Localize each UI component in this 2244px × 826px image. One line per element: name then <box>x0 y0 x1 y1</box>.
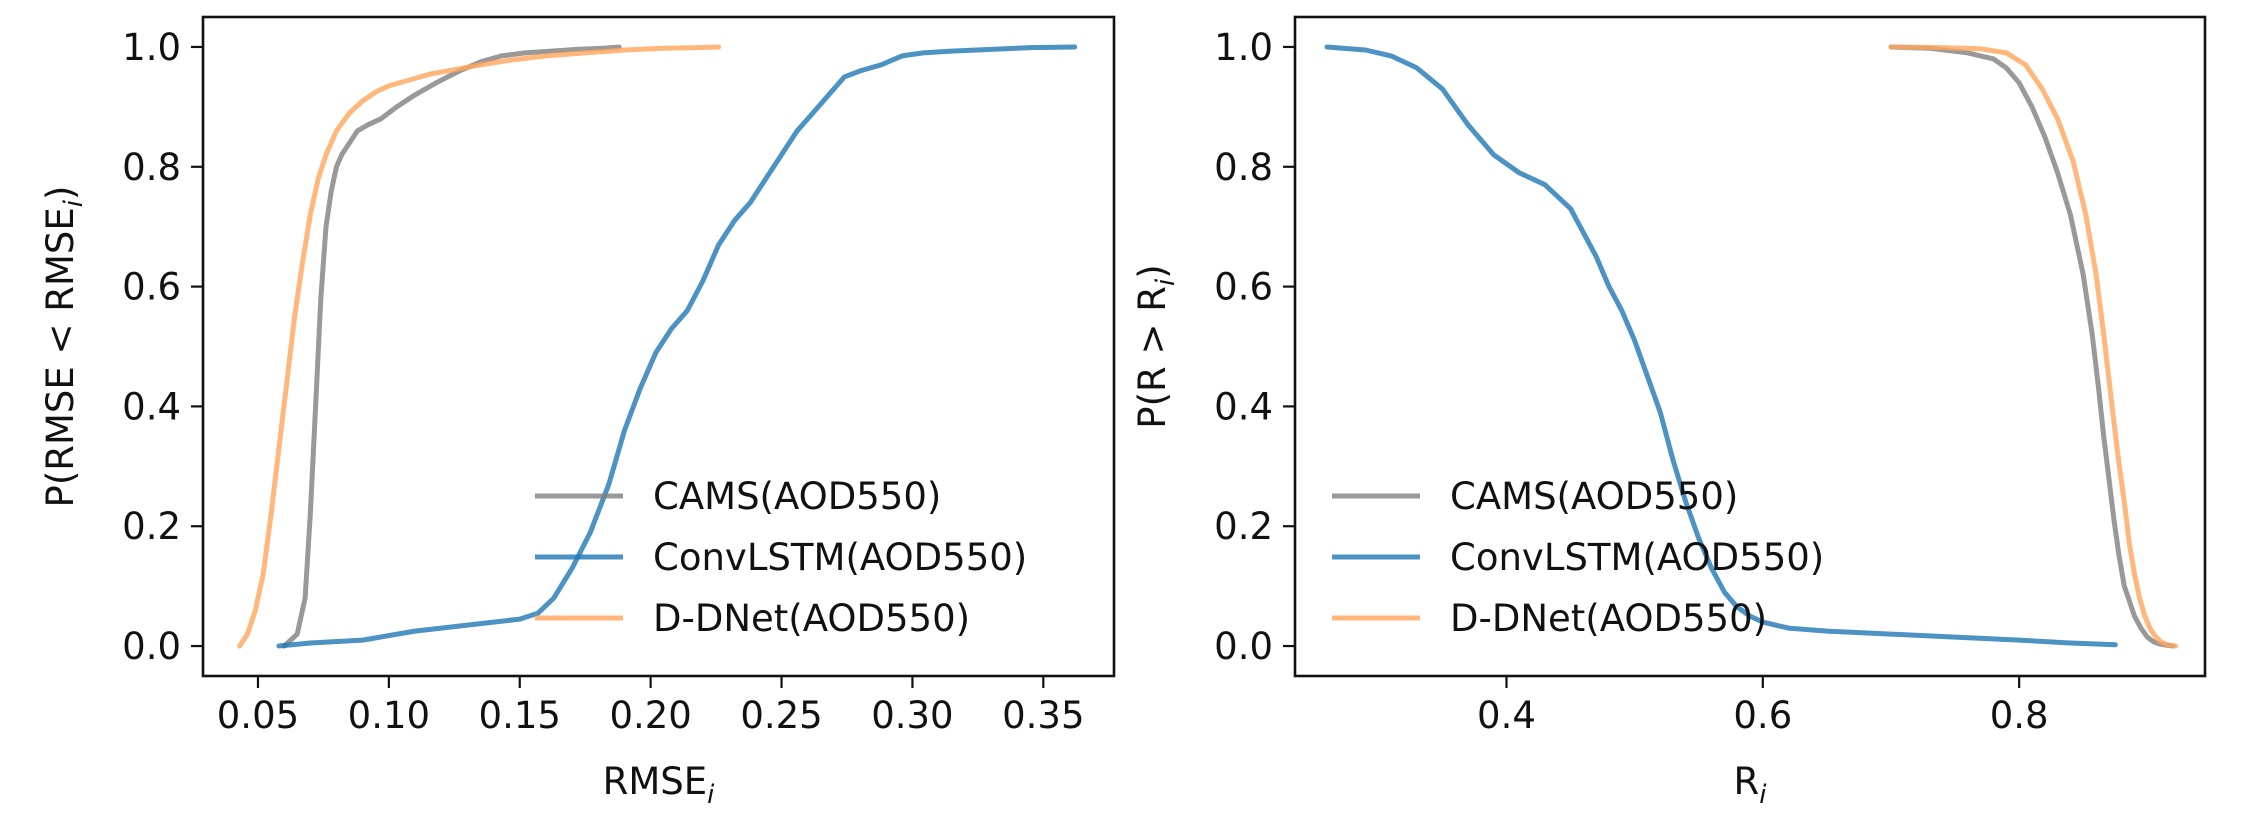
x-tick-label: 0.10 <box>348 694 430 737</box>
y-axis-label-subscript: i <box>1151 278 1181 286</box>
legend-label: D-DNet(AOD550) <box>1450 597 1767 640</box>
x-tick-label: 0.25 <box>740 694 822 737</box>
y-axis-label-main: P(RMSE < RMSE <box>39 207 82 507</box>
series-line-3 <box>1888 44 2178 649</box>
x-axis-label: RMSEi <box>603 760 716 810</box>
series-line-2 <box>1324 44 2118 648</box>
legend-label: ConvLSTM(AOD550) <box>653 536 1027 579</box>
x-tick-label: 0.05 <box>217 694 299 737</box>
y-tick-label: 0.8 <box>122 146 181 189</box>
x-axis-label-subscript: i <box>707 780 715 810</box>
y-tick-label: 0.4 <box>1214 385 1273 428</box>
y-axis-label-close: ) <box>1131 264 1174 278</box>
y-axis-label: P(R > Ri) <box>1131 264 1181 428</box>
y-tick-label: 0.0 <box>122 625 181 668</box>
y-tick-label: 0.6 <box>1214 266 1273 309</box>
y-tick-label: 0.2 <box>1214 505 1273 548</box>
y-tick-label: 0.2 <box>122 505 181 548</box>
plot-frame <box>1293 15 2207 678</box>
x-tick-label: 0.20 <box>609 694 691 737</box>
x-tick-label: 0.30 <box>871 694 953 737</box>
y-axis-label-close: ) <box>39 186 82 200</box>
y-axis-label-subscript: i <box>59 199 89 207</box>
y-axis-label-main: P(R > R <box>1131 286 1174 429</box>
plot-frame <box>201 15 1116 678</box>
y-tick-label: 0.6 <box>122 266 181 309</box>
legend-label: ConvLSTM(AOD550) <box>1450 536 1824 579</box>
series-line-1 <box>281 44 622 649</box>
y-axis-label: P(RMSE < RMSEi) <box>39 186 89 508</box>
x-axis-label-subscript: i <box>1759 780 1767 810</box>
y-tick-label: 1.0 <box>1214 26 1273 69</box>
x-tick-label: 0.8 <box>1990 694 2049 737</box>
y-tick-label: 0.0 <box>1214 625 1273 668</box>
x-tick-label: 0.15 <box>479 694 561 737</box>
chart-panel-1: 0.05 0.10 0.15 0.20 0.25 0.30 0.35 0.0 0.2 0.4 0.6… <box>39 15 1116 810</box>
x-tick-label: 0.6 <box>1733 694 1792 737</box>
legend: CAMS(AOD550) ConvLSTM(AOD550) D-DNet(AOD55… <box>535 475 1027 640</box>
y-tick-label: 0.8 <box>1214 146 1273 189</box>
legend-label: CAMS(AOD550) <box>653 475 941 518</box>
x-axis-label-main: RMSE <box>603 760 708 803</box>
x-axis-label: Ri <box>1734 760 1768 810</box>
legend-label: CAMS(AOD550) <box>1450 475 1738 518</box>
y-tick-label: 0.4 <box>122 385 181 428</box>
y-tick-label: 1.0 <box>122 26 181 69</box>
legend-label: D-DNet(AOD550) <box>653 597 970 640</box>
x-tick-label: 0.4 <box>1477 694 1536 737</box>
x-tick-label: 0.35 <box>1002 694 1084 737</box>
x-axis-label-main: R <box>1734 760 1760 803</box>
legend: CAMS(AOD550) ConvLSTM(AOD550) D-DNet(AOD55… <box>1332 475 1824 640</box>
series-line-2 <box>276 44 1078 649</box>
series-line-3 <box>237 44 722 649</box>
series-line-1 <box>1888 44 2176 649</box>
